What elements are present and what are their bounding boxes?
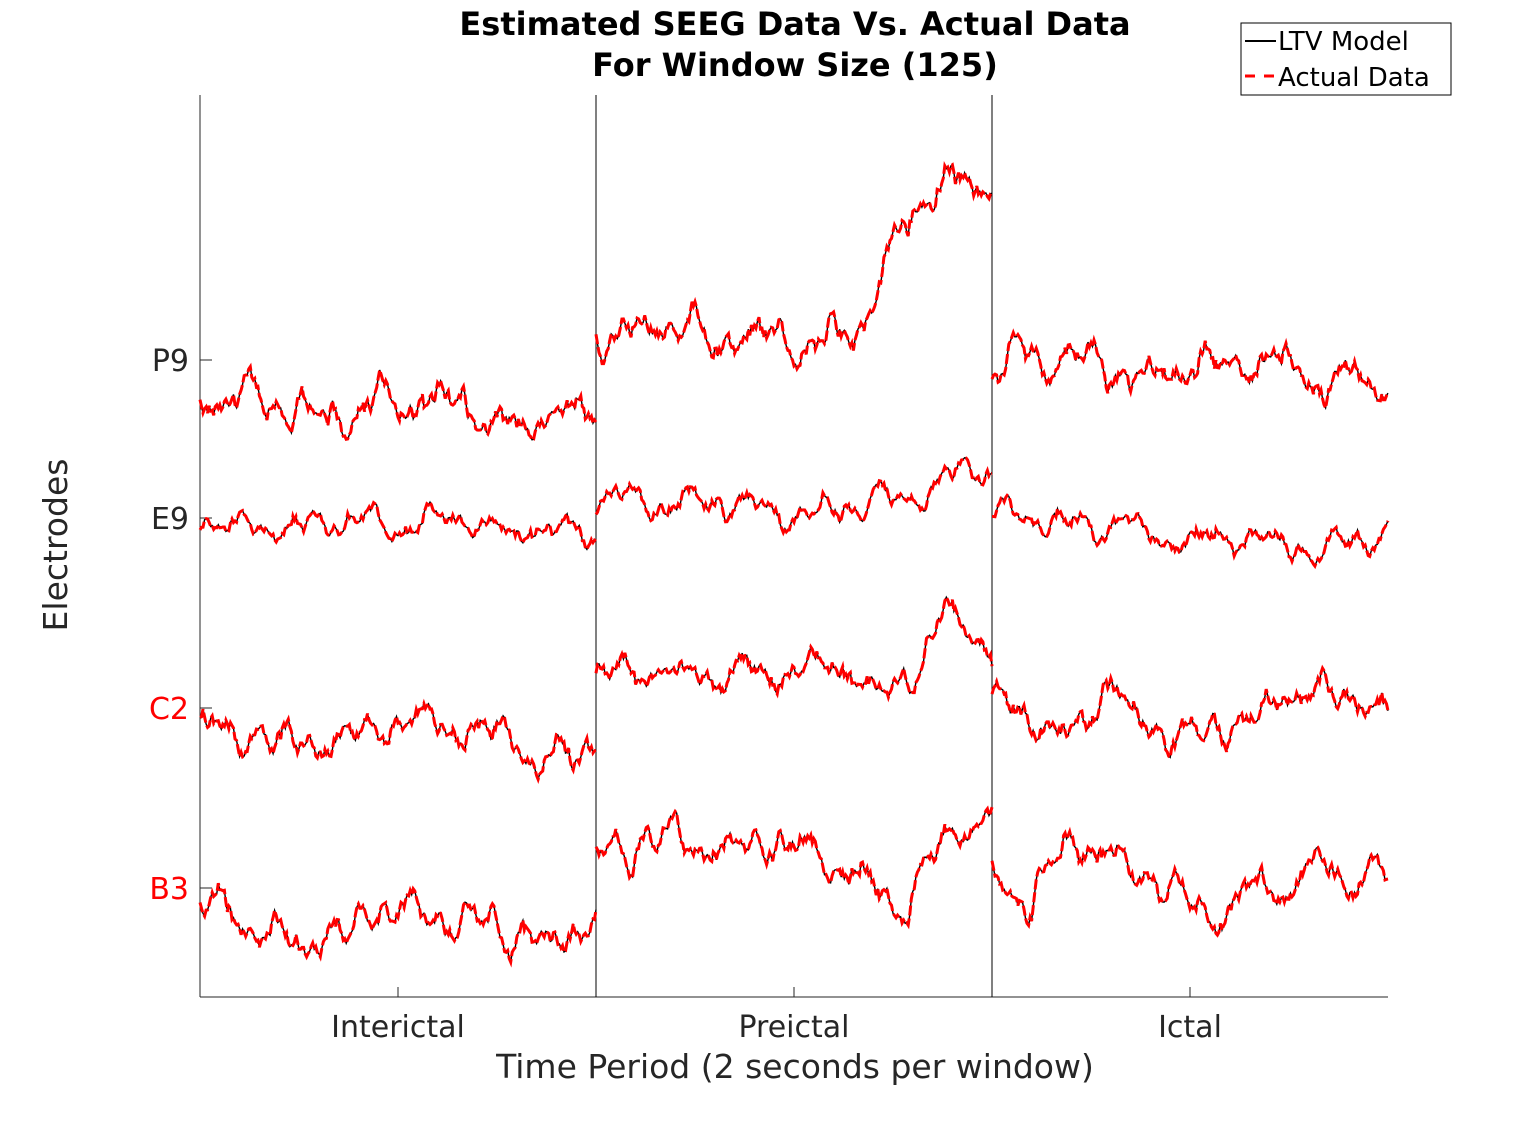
actual-data-trace [992, 493, 1390, 570]
ltv-model-trace [199, 701, 597, 782]
ltv-model-trace [595, 807, 993, 928]
x-tick-label: Preictal [738, 1010, 849, 1045]
ltv-model-trace [992, 494, 1389, 568]
actual-data-trace [594, 161, 993, 373]
chart-title-line-1: Estimated SEEG Data Vs. Actual Data [459, 5, 1130, 43]
actual-data-trace [198, 362, 598, 442]
actual-data-trace [594, 456, 993, 537]
legend-box [1240, 22, 1452, 96]
actual-data-trace [198, 882, 598, 968]
actual-data-trace [198, 498, 597, 553]
legend-label-ltv-model: LTV Model [1278, 27, 1409, 57]
legend-label-actual-data: Actual Data [1278, 63, 1430, 93]
actual-data-trace [594, 593, 994, 703]
x-tick-label: Ictal [1158, 1010, 1222, 1045]
ltv-model-trace [595, 595, 993, 700]
plot-area: Interictal Preictal Ictal P9 E9 C2 B3 [149, 95, 1390, 1045]
ltv-model-trace [991, 829, 1389, 937]
y-tick-label: E9 [151, 502, 189, 537]
legend: LTV Model Actual Data [1240, 22, 1452, 96]
y-tick-label: B3 [149, 872, 189, 907]
y-tick-label: P9 [152, 344, 189, 379]
y-tick-label: C2 [149, 692, 189, 727]
actual-data-trace [594, 805, 994, 930]
x-tick-label: Interictal [331, 1010, 465, 1045]
actual-data-trace [990, 826, 1389, 938]
chart-title-line-2: For Window Size (125) [592, 46, 998, 84]
y-axis-label: Electrodes [36, 459, 75, 632]
ltv-model-trace [199, 364, 597, 441]
ltv-model-trace [199, 883, 597, 965]
ltv-model-trace [991, 666, 1389, 759]
actual-data-trace [990, 328, 1390, 413]
x-axis-label: Time Period (2 seconds per window) [495, 1047, 1094, 1086]
actual-data-trace [990, 664, 1390, 761]
actual-data-trace [199, 698, 597, 785]
